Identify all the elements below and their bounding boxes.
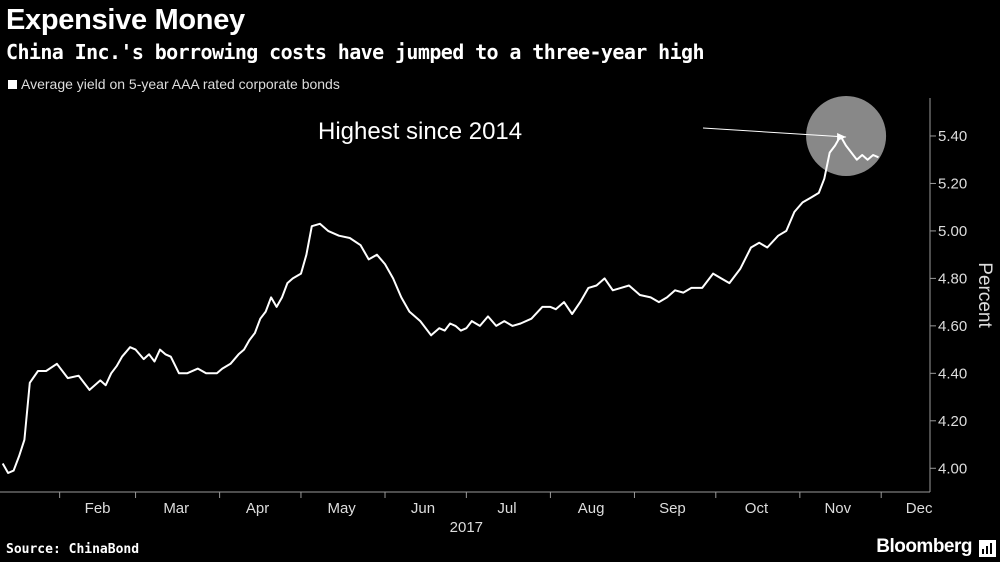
x-tick-label: Apr [246,500,269,517]
chart-title: Expensive Money [6,4,245,36]
x-tick-label: Oct [745,500,769,517]
y-tick-label: 4.80 [938,270,967,287]
legend: Average yield on 5-year AAA rated corpor… [8,76,340,92]
x-tick-label: Nov [824,500,851,517]
legend-label: Average yield on 5-year AAA rated corpor… [21,76,340,92]
bloomberg-terminal-icon [979,540,996,557]
y-tick-label: 4.20 [938,413,967,430]
y-tick-label: 5.00 [938,223,967,240]
x-tick-label: Dec [906,500,933,517]
y-tick-label: 4.00 [938,460,967,477]
x-tick-label: Sep [659,500,686,517]
highlight-circle [806,95,887,176]
legend-swatch [8,79,17,89]
x-tick-label: May [327,500,356,517]
x-year-label: 2017 [450,519,483,536]
x-tick-label: Jul [497,500,516,517]
brand-name: Bloomberg [876,536,972,557]
chart-subtitle: China Inc.'s borrowing costs have jumped… [6,40,705,64]
x-tick-label: Feb [85,500,111,517]
annotation-arrowhead [837,132,847,141]
annotation-text: Highest since 2014 [318,118,522,145]
x-tick-label: Aug [578,500,605,517]
annotation-arrow [702,127,847,138]
x-tick-label: Jun [411,500,435,517]
series-line [1,135,879,474]
y-tick-label: 5.40 [938,128,967,145]
source-note: Source: ChinaBond [6,542,140,557]
y-axis-label: Percent [974,262,995,328]
y-tick-label: 5.20 [938,175,967,192]
y-tick-label: 4.60 [938,318,967,335]
x-tick-label: Mar [163,500,189,517]
y-tick-label: 4.40 [938,365,967,382]
